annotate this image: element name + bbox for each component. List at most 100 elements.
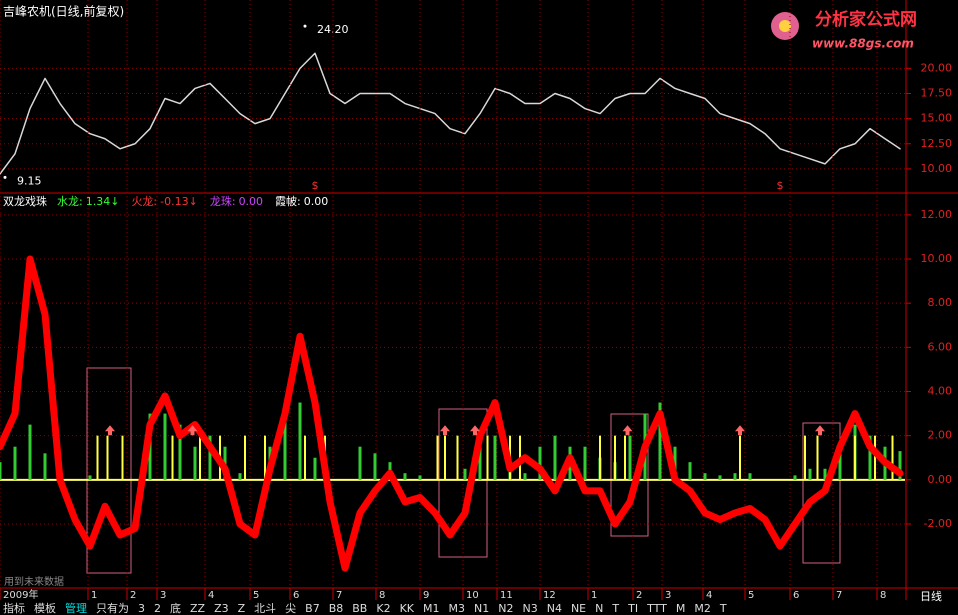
tab[interactable]: Z3 <box>214 602 229 615</box>
tab[interactable]: 2 <box>154 602 161 615</box>
annotation-point <box>3 175 7 179</box>
y-tick-label: 2.00 <box>928 429 953 442</box>
bar <box>478 446 482 480</box>
price-line <box>0 52 901 175</box>
tab[interactable]: NE <box>571 602 586 615</box>
bar <box>493 435 497 480</box>
tab[interactable]: N4 <box>547 602 562 615</box>
x-tick-label: 12 <box>543 590 556 601</box>
bar <box>313 457 317 480</box>
x-tick-label: 2 <box>130 590 136 601</box>
x-tick-label: 3 <box>160 590 166 601</box>
x-tick-label: 7 <box>336 590 342 601</box>
bar <box>28 424 32 480</box>
period-label: 日线 <box>920 589 942 603</box>
tab[interactable]: KK <box>400 602 415 615</box>
bar <box>823 468 827 480</box>
x-tick-label: 1 <box>591 590 597 601</box>
tab[interactable]: M <box>676 602 686 615</box>
x-tick-label: 11 <box>500 590 513 601</box>
bar <box>208 435 212 480</box>
tab[interactable]: BB <box>352 602 367 615</box>
tab[interactable]: 尖 <box>285 602 296 615</box>
event-marker: $ <box>777 179 784 192</box>
tab[interactable]: B7 <box>305 602 320 615</box>
bar <box>0 462 2 480</box>
annotation-point <box>303 24 307 28</box>
tab[interactable]: N1 <box>474 602 489 615</box>
legend-value: 0.00 <box>304 195 329 208</box>
bar <box>163 413 167 480</box>
tab[interactable]: M3 <box>449 602 466 615</box>
y-tick-label: 17.50 <box>921 86 953 99</box>
arrow <box>622 425 633 436</box>
arrow <box>440 425 450 436</box>
x-tick-label: 1 <box>91 590 97 601</box>
bar <box>13 446 17 480</box>
bar <box>523 473 527 480</box>
x-tick-label: 7 <box>836 590 842 601</box>
bar <box>238 473 242 480</box>
arrow <box>105 425 115 436</box>
arrow <box>187 425 198 436</box>
logo: 分析家公式网 www.88gs.com <box>771 9 917 51</box>
arrow <box>735 425 745 436</box>
tab[interactable]: M1 <box>423 602 440 615</box>
event-marker: $ <box>312 179 319 192</box>
tab[interactable]: T <box>611 602 619 615</box>
x-tick-label: 2 <box>636 590 642 601</box>
bar <box>178 424 182 480</box>
tab[interactable]: K2 <box>376 602 390 615</box>
x-tick-label: 8 <box>379 590 385 601</box>
tab[interactable]: N3 <box>522 602 537 615</box>
bar <box>88 475 92 480</box>
x-tick-label: 5 <box>748 590 754 601</box>
tab[interactable]: 指标 <box>3 601 25 615</box>
tab[interactable]: 北斗 <box>254 602 276 615</box>
legend-label: 霞帔: <box>275 195 301 208</box>
bar <box>283 413 287 480</box>
tab[interactable]: 3 <box>138 602 145 615</box>
tab[interactable]: TI <box>627 602 638 615</box>
legend-value: 1.34↓ <box>86 195 120 208</box>
bar <box>193 446 197 480</box>
chart-title: 吉峰农机(日线,前复权) <box>3 4 124 19</box>
tab[interactable]: 底 <box>170 601 181 615</box>
x-tick-label: 9 <box>423 590 429 601</box>
bar <box>793 475 797 480</box>
annotation-label: 9.15 <box>17 174 42 187</box>
tab[interactable]: Z <box>238 602 246 615</box>
y-tick-label: 6.00 <box>928 340 953 353</box>
bar <box>403 473 407 480</box>
tab[interactable]: M2 <box>694 602 711 615</box>
bar <box>658 402 662 480</box>
highlight-box <box>86 367 132 574</box>
tab[interactable]: N <box>595 602 603 615</box>
x-tick-label: 10 <box>466 590 479 601</box>
tab[interactable]: 管理 <box>65 601 87 615</box>
bar <box>748 473 752 480</box>
tab[interactable]: N2 <box>498 602 513 615</box>
y-tick-label: 8.00 <box>928 296 953 309</box>
y-tick-label: 20.00 <box>921 61 953 74</box>
y-tick-label: 4.00 <box>928 385 953 398</box>
tab[interactable]: 只有为 <box>96 601 129 615</box>
tab[interactable]: ZZ <box>190 602 206 615</box>
bar <box>553 435 557 480</box>
legend-value: -0.13↓ <box>160 195 198 208</box>
tab[interactable]: TTT <box>646 602 667 615</box>
bar <box>733 473 737 480</box>
bar <box>718 475 722 480</box>
tab[interactable]: B8 <box>329 602 344 615</box>
bar <box>358 446 362 480</box>
logo-url: www.88gs.com <box>812 37 914 51</box>
bar <box>673 446 677 480</box>
y-tick-label: 10.00 <box>921 162 953 175</box>
legend-label: 火龙: <box>131 195 157 208</box>
tab[interactable]: 模板 <box>34 601 56 615</box>
y-tick-label: 15.00 <box>921 112 953 125</box>
tab[interactable]: T <box>719 602 727 615</box>
highlight-box <box>802 422 841 564</box>
